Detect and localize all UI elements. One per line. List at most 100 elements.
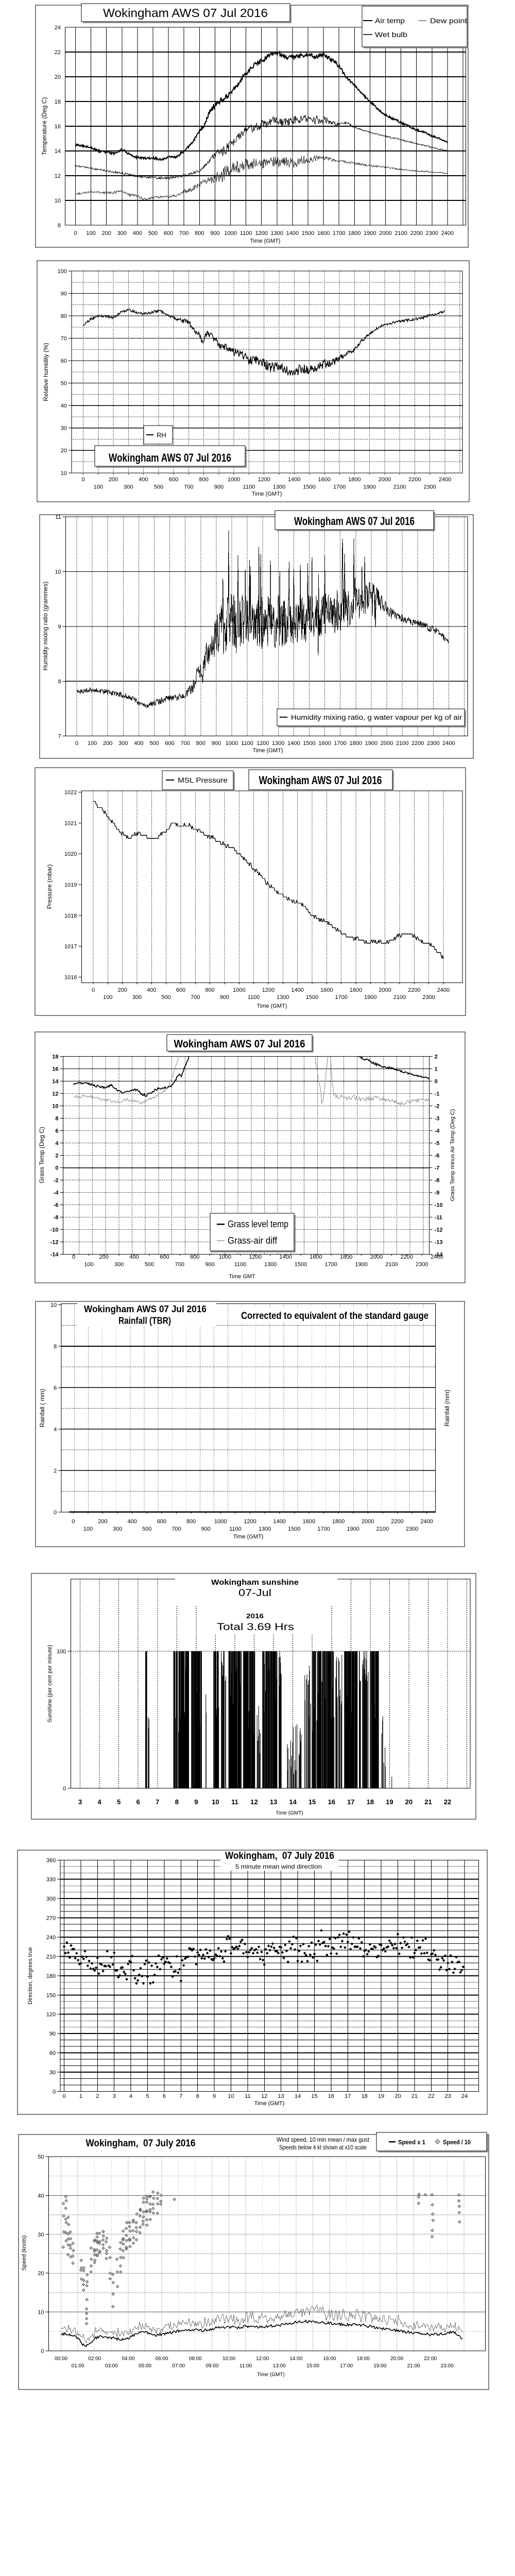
svg-text:Temperature (Deg C): Temperature (Deg C) <box>41 97 48 156</box>
svg-text:900: 900 <box>205 1262 214 1268</box>
svg-text:Time (GMT): Time (GMT) <box>257 2372 285 2378</box>
svg-text:600: 600 <box>169 477 178 483</box>
svg-text:600: 600 <box>165 740 174 747</box>
svg-text:1000: 1000 <box>214 1519 227 1525</box>
svg-text:Humidity mixing ratio, g water: Humidity mixing ratio, g water vapour pe… <box>291 714 462 721</box>
svg-text:2000: 2000 <box>379 230 391 236</box>
svg-text:Rainfall (TBR): Rainfall (TBR) <box>118 1316 171 1326</box>
svg-text:16:00: 16:00 <box>323 2356 336 2362</box>
svg-text:23:00: 23:00 <box>441 2363 454 2369</box>
svg-text:2000: 2000 <box>379 477 391 483</box>
svg-text:Direction, degrees true: Direction, degrees true <box>27 1947 33 2004</box>
svg-text:-11: -11 <box>435 1215 442 1221</box>
svg-text:800: 800 <box>205 987 214 993</box>
svg-text:100: 100 <box>94 484 103 490</box>
svg-text:700: 700 <box>181 740 190 747</box>
svg-text:700: 700 <box>191 994 200 1001</box>
svg-text:-10: -10 <box>435 1202 443 1209</box>
svg-text:900: 900 <box>201 1526 211 1532</box>
svg-text:0: 0 <box>435 1079 438 1085</box>
svg-text:1200: 1200 <box>262 987 274 993</box>
svg-text:1000: 1000 <box>224 230 236 236</box>
svg-text:1200: 1200 <box>244 1519 256 1525</box>
svg-text:500: 500 <box>161 994 170 1001</box>
svg-text:1100: 1100 <box>240 230 252 236</box>
svg-text:0: 0 <box>72 1254 75 1260</box>
svg-text:800: 800 <box>199 477 209 483</box>
svg-text:1400: 1400 <box>287 740 300 747</box>
svg-text:0: 0 <box>53 2089 56 2095</box>
svg-text:1800: 1800 <box>340 1254 352 1260</box>
svg-text:10:00: 10:00 <box>222 2356 235 2362</box>
svg-text:1: 1 <box>435 1066 438 1073</box>
svg-text:Speed / 10: Speed / 10 <box>443 2139 471 2146</box>
svg-text:11: 11 <box>245 2093 250 2099</box>
svg-text:21: 21 <box>411 2093 418 2099</box>
svg-text:2100: 2100 <box>396 740 408 747</box>
svg-text:200: 200 <box>98 1519 107 1525</box>
svg-text:11: 11 <box>231 1798 238 1806</box>
svg-text:Time (GMT): Time (GMT) <box>276 1810 303 1816</box>
svg-text:50: 50 <box>61 381 67 387</box>
svg-text:60: 60 <box>61 358 67 364</box>
svg-text:-14: -14 <box>435 1252 443 1258</box>
svg-text:2400: 2400 <box>437 987 450 993</box>
svg-text:-9: -9 <box>435 1190 440 1196</box>
svg-text:12: 12 <box>55 173 61 179</box>
svg-text:Time (GMT): Time (GMT) <box>253 748 283 754</box>
svg-text:30: 30 <box>49 2070 56 2076</box>
svg-text:2100: 2100 <box>376 1526 389 1532</box>
svg-text:08:00: 08:00 <box>189 2356 202 2362</box>
svg-text:1000: 1000 <box>226 740 238 747</box>
svg-text:-12: -12 <box>435 1227 443 1233</box>
svg-text:Speeds below 4 kt shown at x10: Speeds below 4 kt shown at x10 scale <box>279 2144 367 2151</box>
svg-text:1100: 1100 <box>243 484 255 490</box>
svg-text:1400: 1400 <box>288 477 300 483</box>
svg-text:19:00: 19:00 <box>373 2363 386 2369</box>
svg-text:-8: -8 <box>54 1215 59 1221</box>
svg-text:900: 900 <box>214 484 224 490</box>
svg-text:400: 400 <box>133 230 142 236</box>
svg-text:1200: 1200 <box>256 740 269 747</box>
svg-text:2200: 2200 <box>408 987 420 993</box>
svg-text:80: 80 <box>61 313 67 319</box>
svg-text:100: 100 <box>88 740 97 747</box>
svg-text:Wokingham AWS 07 Jul 2016: Wokingham AWS 07 Jul 2016 <box>259 774 382 787</box>
svg-text:13: 13 <box>278 2093 284 2099</box>
svg-text:400: 400 <box>139 477 148 483</box>
svg-text:1800: 1800 <box>350 987 362 993</box>
svg-text:1300: 1300 <box>277 994 289 1001</box>
svg-text:200: 200 <box>109 477 118 483</box>
svg-text:1021: 1021 <box>64 820 77 826</box>
svg-text:1500: 1500 <box>302 230 314 236</box>
svg-text:00:00: 00:00 <box>55 2356 67 2362</box>
svg-text:30: 30 <box>38 2232 44 2238</box>
svg-text:-10: -10 <box>50 1227 59 1233</box>
svg-text:5: 5 <box>146 2093 149 2099</box>
svg-text:20: 20 <box>394 2093 401 2099</box>
svg-text:100: 100 <box>58 268 67 275</box>
svg-text:2200: 2200 <box>401 1254 413 1260</box>
svg-text:-4: -4 <box>54 1190 59 1196</box>
svg-text:10: 10 <box>212 1798 219 1806</box>
svg-text:18: 18 <box>367 1798 374 1806</box>
svg-text:18:00: 18:00 <box>357 2356 370 2362</box>
svg-text:100: 100 <box>83 1526 93 1532</box>
svg-text:14: 14 <box>52 1079 59 1085</box>
svg-text:-6: -6 <box>435 1153 440 1159</box>
svg-text:20: 20 <box>38 2270 44 2277</box>
svg-text:09:00: 09:00 <box>205 2363 218 2369</box>
svg-text:6: 6 <box>55 1128 58 1134</box>
svg-text:2400: 2400 <box>442 740 455 747</box>
svg-text:1400: 1400 <box>291 987 303 993</box>
svg-text:2200: 2200 <box>410 230 422 236</box>
svg-text:-8: -8 <box>435 1178 440 1184</box>
svg-text:330: 330 <box>46 1877 56 1883</box>
svg-text:18: 18 <box>52 1054 58 1060</box>
svg-text:Wokingham, 07 July 2016: Wokingham, 07 July 2016 <box>225 1851 334 1861</box>
svg-text:4: 4 <box>97 1798 101 1806</box>
svg-text:2000: 2000 <box>379 987 391 993</box>
svg-text:400: 400 <box>147 987 156 993</box>
svg-text:1900: 1900 <box>364 994 376 1001</box>
svg-text:14: 14 <box>289 1798 297 1806</box>
